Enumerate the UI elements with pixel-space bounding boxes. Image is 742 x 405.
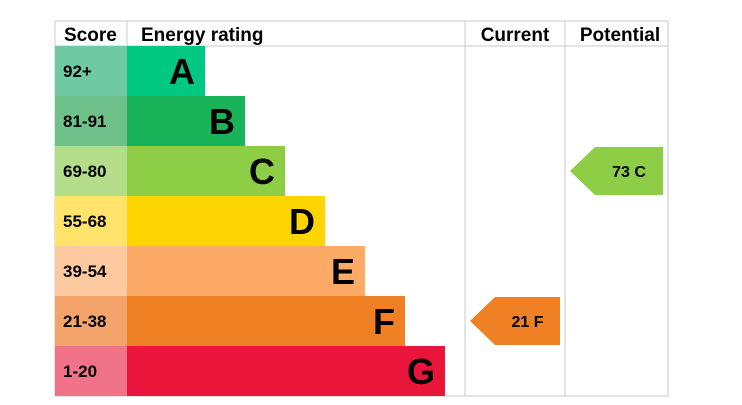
band-f: 21-38 F — [55, 296, 405, 346]
band-g: 1-20 G — [55, 346, 445, 396]
rating-bar — [127, 246, 365, 296]
potential-rating-indicator-shape — [570, 147, 663, 195]
band-d: 55-68 D — [55, 196, 325, 246]
potential-rating-indicator-label: 73 C — [612, 164, 646, 181]
rating-bar — [127, 196, 325, 246]
band-a: 92+ A — [55, 46, 205, 96]
score-cell — [55, 96, 127, 146]
score-cell — [55, 346, 127, 396]
header-energy-rating: Energy rating — [141, 25, 263, 46]
score-range-label: 21-38 — [63, 312, 106, 331]
score-cell — [55, 296, 127, 346]
rating-bands: 92+ A 81-91 B 69-80 C 55-68 D 39-54 E 21-38 F 1-20 G — [55, 46, 445, 396]
current-rating-indicator-shape — [470, 297, 560, 345]
rating-letter: D — [289, 201, 315, 242]
rating-letter: E — [331, 251, 355, 292]
score-range-label: 92+ — [63, 62, 92, 81]
score-range-label: 55-68 — [63, 212, 106, 231]
header-potential: Potential — [580, 25, 660, 46]
score-cell — [55, 146, 127, 196]
rating-bar — [127, 346, 445, 396]
score-cell — [55, 196, 127, 246]
rating-letter: F — [373, 301, 395, 342]
current-rating-indicator: 21 F — [470, 297, 560, 345]
rating-letter: G — [407, 351, 435, 392]
header-score: Score — [64, 25, 117, 46]
score-range-label: 39-54 — [63, 262, 107, 281]
band-c: 69-80 C — [55, 146, 285, 196]
potential-rating-indicator: 73 C — [570, 147, 663, 195]
rating-bar — [127, 146, 285, 196]
band-e: 39-54 E — [55, 246, 365, 296]
rating-bar — [127, 296, 405, 346]
rating-letter: B — [209, 101, 235, 142]
header-current: Current — [481, 25, 550, 46]
current-rating-indicator-label: 21 F — [511, 314, 543, 331]
score-cell — [55, 246, 127, 296]
score-cell — [55, 46, 127, 96]
rating-bar — [127, 96, 245, 146]
score-range-label: 1-20 — [63, 362, 97, 381]
band-b: 81-91 B — [55, 96, 245, 146]
score-range-label: 69-80 — [63, 162, 106, 181]
rating-letter: C — [249, 151, 275, 192]
rating-bar — [127, 46, 205, 96]
rating-letter: A — [169, 51, 195, 92]
rating-indicators: 21 F 73 C — [470, 147, 663, 345]
score-range-label: 81-91 — [63, 112, 106, 131]
